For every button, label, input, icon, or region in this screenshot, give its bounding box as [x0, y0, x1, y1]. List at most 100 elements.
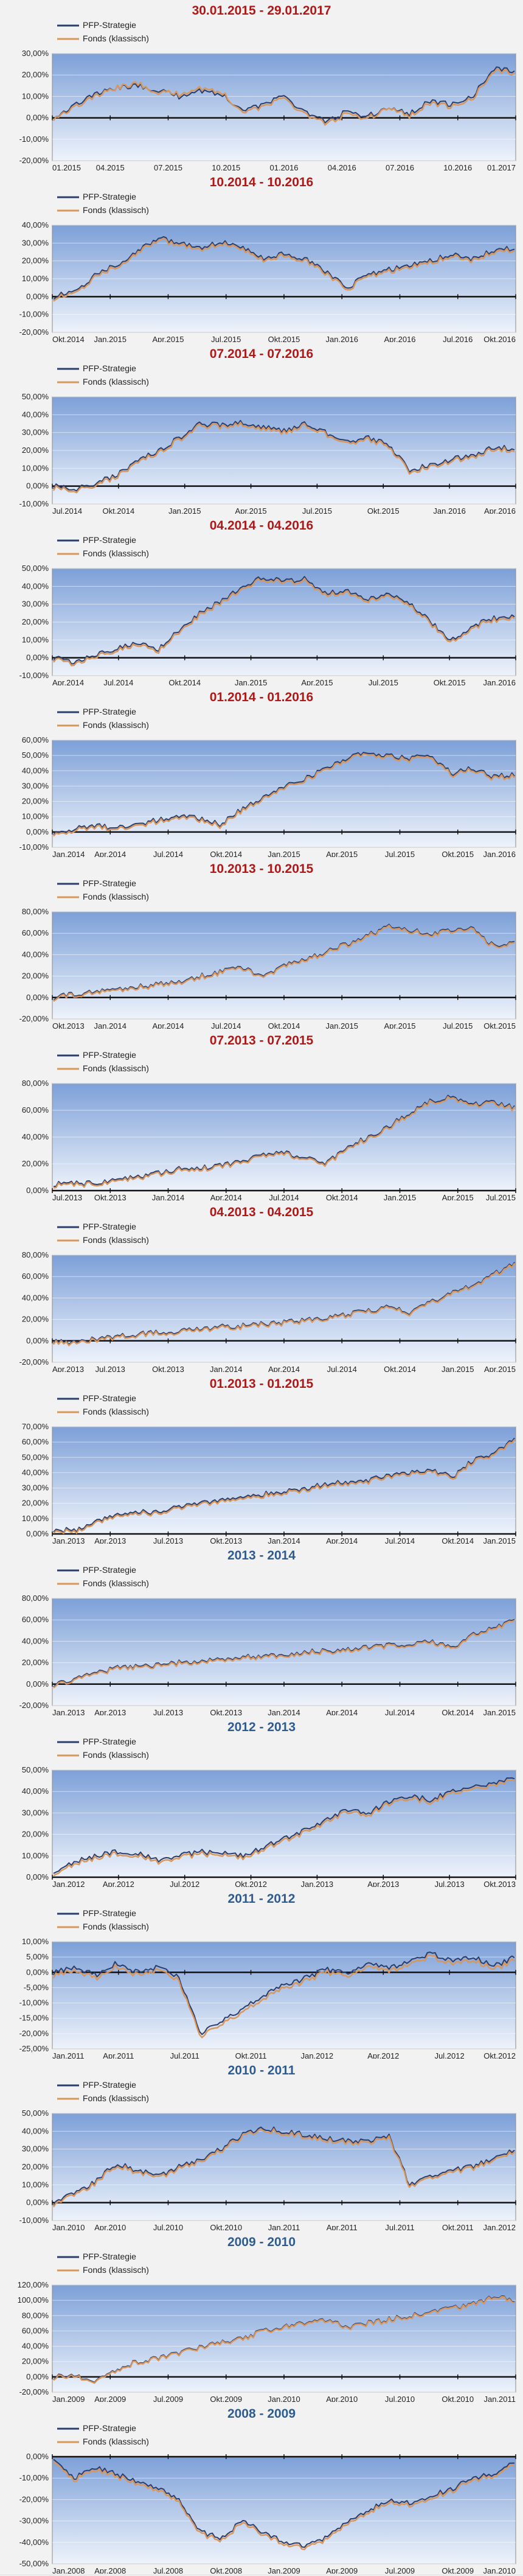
chart-title: 04.2014 - 04.2016 — [209, 519, 314, 533]
x-tick-label: 04.2015 — [96, 163, 125, 170]
y-tick-label: 10,00% — [22, 463, 49, 472]
y-tick-label: -5,00% — [24, 1983, 49, 1992]
y-tick-label: 60,00% — [22, 1437, 49, 1446]
series-line-fonds-klassisch — [52, 2128, 515, 2208]
y-tick-label: 0,00% — [26, 827, 49, 836]
x-tick-label: Jul.2015 — [385, 850, 415, 857]
chart-panel: 04.2014 - 04.2016 -10,00% 0,00% 10,00% 20,00… — [0, 515, 523, 687]
legend: PFP-Strategie Fonds (klassisch) — [57, 2252, 149, 2275]
x-tick-label: Apr.2015 — [152, 335, 184, 342]
x-tick-label: Jan.2013 — [52, 1536, 85, 1544]
plot-area — [52, 53, 516, 161]
series-line-fonds-klassisch — [53, 1620, 515, 1689]
legend-label: PFP-Strategie — [83, 1393, 136, 1403]
chart-title: 04.2013 - 04.2015 — [209, 1205, 314, 1219]
series-line-pfp-strategie — [53, 1094, 515, 1188]
legend-label: Fonds (klassisch) — [83, 1922, 149, 1931]
x-tick-label: Jul.2014 — [385, 1536, 415, 1544]
y-tick-label: 50,00% — [22, 1765, 49, 1774]
plot-area — [52, 1598, 516, 1706]
y-tick-label: 20,00% — [22, 446, 49, 455]
series-line-pfp-strategie — [53, 2459, 515, 2548]
y-tick-label: 80,00% — [22, 1079, 49, 1088]
x-tick-label: Jul.2013 — [52, 1193, 82, 1200]
x-tick-label: Okt.2008 — [210, 2566, 242, 2574]
y-tick-label: 30,00% — [22, 2144, 49, 2154]
x-tick-label: Jan.2014 — [268, 1536, 300, 1544]
x-tick-label: Jan.2009 — [52, 2395, 85, 2402]
legend-label: PFP-Strategie — [83, 2080, 136, 2090]
x-tick-label: Apr.2012 — [367, 2051, 399, 2059]
y-tick-label: -10,00% — [19, 671, 49, 680]
y-tick-label: 120,00% — [18, 2280, 49, 2289]
x-tick-label: Jul.2015 — [211, 335, 241, 342]
chart-panel: 2013 - 2014 -20,00% 0,00% 20,00% 40,00% 60,00… — [0, 1545, 523, 1717]
x-tick-label: Apr.2010 — [94, 2223, 126, 2230]
y-tick-label: 40,00% — [22, 1787, 49, 1796]
legend: PFP-Strategie Fonds (klassisch) — [57, 1050, 149, 1073]
y-tick-label: 10,00% — [22, 635, 49, 644]
legend: PFP-Strategie Fonds (klassisch) — [57, 1222, 149, 1245]
y-tick-label: 20,00% — [22, 617, 49, 626]
y-tick-label: 40,00% — [22, 581, 49, 590]
x-tick-label: Apr.2016 — [484, 506, 516, 514]
y-tick-label: 80,00% — [22, 1594, 49, 1603]
x-tick-label: 01.2016 — [270, 163, 299, 170]
x-tick-label: 01.2017 — [487, 163, 516, 170]
legend: PFP-Strategie Fonds (klassisch) — [57, 878, 149, 901]
legend-label: Fonds (klassisch) — [83, 1063, 149, 1073]
x-tick-label: Jan.2015 — [94, 335, 127, 342]
x-tick-label: Jul.2010 — [385, 2395, 415, 2402]
x-tick-label: Jan.2012 — [52, 1880, 85, 1887]
y-tick-label: 40,00% — [22, 2342, 49, 2351]
legend-label: Fonds (klassisch) — [83, 2265, 149, 2275]
y-tick-label: 5,00% — [26, 1952, 49, 1961]
legend-label: PFP-Strategie — [83, 878, 136, 888]
y-tick-label: 40,00% — [22, 410, 49, 419]
x-tick-label: Jan.2016 — [483, 850, 516, 857]
x-tick-label: Jul.2013 — [435, 1880, 465, 1887]
legend-label: Fonds (klassisch) — [83, 720, 149, 730]
y-tick-label: 20,00% — [22, 1830, 49, 1839]
x-tick-label: Okt.2013 — [94, 1193, 126, 1200]
chart-title: 2011 - 2012 — [227, 1892, 296, 1906]
legend-label: Fonds (klassisch) — [83, 548, 149, 558]
x-tick-label: 01.2015 — [52, 163, 81, 170]
y-tick-label: 20,00% — [22, 2162, 49, 2171]
chart-title: 10.2014 - 10.2016 — [209, 175, 314, 189]
x-tick-label: Apr.2014 — [268, 1365, 300, 1372]
legend: PFP-Strategie Fonds (klassisch) — [57, 1737, 149, 1760]
chart-panel: 2011 - 2012 -25,00% -20,00% -15,00% -10,00% -… — [0, 1888, 523, 2060]
x-tick-label: Jul.2014 — [103, 678, 133, 685]
x-tick-label: Okt.2014 — [102, 506, 134, 514]
chart-title: 2009 - 2010 — [227, 2235, 296, 2249]
series-line-fonds-klassisch — [53, 925, 515, 1002]
x-tick-label: Jul.2015 — [302, 506, 332, 514]
x-tick-label: Okt.2013 — [210, 1708, 242, 1715]
y-tick-label: 30,00% — [22, 1483, 49, 1493]
legend-label: PFP-Strategie — [83, 2423, 136, 2433]
legend-label: Fonds (klassisch) — [83, 1407, 149, 1416]
x-tick-label: Apr.2014 — [94, 850, 126, 857]
y-tick-label: 0,00% — [26, 1336, 49, 1345]
y-tick-label: 30,00% — [22, 1808, 49, 1817]
legend-label: PFP-Strategie — [83, 535, 136, 545]
x-tick-label: Apr.2009 — [94, 2395, 126, 2402]
y-tick-label: 60,00% — [22, 1105, 49, 1115]
x-tick-label: 04.2016 — [328, 163, 356, 170]
x-tick-label: Apr.2013 — [94, 1536, 126, 1544]
series-line-fonds-klassisch — [52, 421, 515, 494]
chart-panel: 01.2013 - 01.2015 0,00% 10,00% 20,00% 30,00%… — [0, 1373, 523, 1545]
legend-label: Fonds (klassisch) — [83, 892, 149, 901]
x-tick-label: 10.2016 — [443, 163, 472, 170]
x-tick-label: Jan.2014 — [268, 1708, 300, 1715]
x-tick-label: Jul.2016 — [443, 335, 473, 342]
x-tick-label: Apr.2012 — [103, 1880, 134, 1887]
legend: PFP-Strategie Fonds (klassisch) — [57, 707, 149, 730]
y-tick-label: 10,00% — [22, 1851, 49, 1860]
legend-label: Fonds (klassisch) — [83, 205, 149, 215]
series-line-pfp-strategie — [53, 419, 515, 492]
y-tick-label: 10,00% — [22, 1937, 49, 1946]
x-tick-label: Apr.2014 — [210, 1193, 242, 1200]
y-tick-label: 30,00% — [22, 238, 49, 247]
